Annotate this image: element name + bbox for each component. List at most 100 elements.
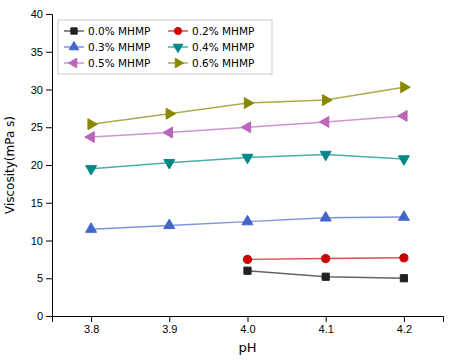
x-tick: 4.1	[319, 316, 334, 335]
x-axis-title: pH	[238, 340, 256, 355]
series-line	[91, 87, 404, 124]
y-tick: 30	[31, 84, 52, 96]
y-tick-mark	[46, 127, 52, 128]
series	[244, 267, 408, 282]
series-marker	[322, 273, 329, 280]
series-marker	[88, 119, 97, 130]
plot: 3.83.94.04.14.205101520253035400.0% MHMP…	[31, 8, 444, 335]
x-tick-mark	[404, 316, 405, 322]
series-marker	[86, 166, 97, 175]
x-tick-mark	[91, 316, 92, 322]
y-tick-mark	[46, 241, 52, 242]
legend-swatch-marker	[69, 41, 79, 49]
x-tick-label: 3.9	[162, 323, 177, 335]
series-marker	[400, 254, 408, 262]
series-marker	[323, 95, 332, 106]
series	[243, 254, 408, 264]
legend-label: 0.0% MHMP	[88, 25, 150, 37]
legend: 0.0% MHMP 0.2% MHMP 0.3% MHMP 0.4% MHMP 0.5%…	[58, 20, 272, 74]
y-tick-mark	[46, 14, 52, 15]
y-axis-line	[46, 15, 53, 317]
series-marker	[398, 110, 407, 121]
series-marker	[398, 156, 409, 165]
y-tick: 10	[31, 235, 52, 247]
series-marker	[322, 255, 330, 263]
series-marker	[86, 223, 97, 232]
legend-item: 0.4% MHMP	[168, 41, 254, 53]
y-tick-mark	[46, 165, 52, 166]
series	[86, 211, 410, 233]
series-marker	[85, 132, 94, 143]
y-tick: 35	[31, 46, 52, 58]
y-tick: 5	[37, 272, 52, 284]
series-marker	[164, 219, 175, 228]
x-tick: 3.8	[84, 316, 99, 335]
legend-label: 0.2% MHMP	[192, 25, 254, 37]
x-tick-label: 4.2	[397, 323, 412, 335]
series-marker	[320, 212, 331, 221]
series-marker	[400, 275, 407, 282]
x-tick: 4.0	[240, 316, 255, 335]
x-tick-mark	[169, 316, 170, 322]
legend-label: 0.4% MHMP	[192, 41, 254, 53]
y-tick-label: 35	[31, 46, 43, 58]
series-line	[91, 116, 404, 137]
chart: 3.83.94.04.14.205101520253035400.0% MHMP…	[0, 0, 459, 360]
y-axis-title: Viscosity(mPa s)	[3, 116, 17, 214]
series-marker	[166, 108, 175, 119]
y-tick: 0	[37, 310, 52, 322]
series-marker	[320, 151, 331, 160]
legend-frame	[58, 20, 272, 74]
series-marker	[241, 122, 250, 133]
series-marker	[401, 82, 410, 93]
legend-item: 0.6% MHMP	[168, 57, 254, 69]
legend-swatch-marker	[71, 28, 77, 34]
series-marker	[242, 215, 253, 224]
legend-swatch-marker	[68, 58, 76, 68]
legend-item: 0.5% MHMP	[64, 57, 150, 69]
y-tick-mark	[46, 278, 52, 279]
series-line	[91, 154, 404, 168]
y-tick-label: 30	[31, 84, 43, 96]
series-marker	[164, 160, 175, 169]
x-tick-label: 4.1	[319, 323, 334, 335]
series-marker	[398, 211, 409, 220]
legend-item: 0.2% MHMP	[168, 25, 254, 37]
y-tick-label: 40	[31, 8, 43, 20]
x-tick-label: 3.8	[84, 323, 99, 335]
y-tick-mark	[46, 90, 52, 91]
x-tick-mark	[326, 316, 327, 322]
series-marker	[242, 154, 253, 163]
y-tick-label: 25	[31, 121, 43, 133]
legend-swatch-marker	[173, 44, 183, 52]
series	[85, 110, 407, 142]
legend-item: 0.3% MHMP	[64, 41, 150, 53]
legend-label: 0.3% MHMP	[88, 41, 150, 53]
series-marker	[243, 255, 251, 263]
y-tick-label: 5	[37, 272, 43, 284]
y-tick-mark	[46, 203, 52, 204]
x-axis: 3.8 3.9 4.0 4.1 4.2	[53, 316, 444, 335]
series-marker	[319, 116, 328, 127]
legend-label: 0.6% MHMP	[192, 57, 254, 69]
series-marker	[163, 127, 172, 138]
x-tick: 3.9	[162, 316, 177, 335]
y-tick: 25	[31, 121, 52, 133]
legend-swatch-marker	[174, 27, 181, 34]
y-tick: 40	[31, 8, 52, 20]
series	[86, 151, 410, 175]
y-tick-mark	[46, 52, 52, 53]
series-marker	[244, 98, 253, 109]
y-tick-label: 20	[31, 159, 43, 171]
x-tick-mark	[248, 316, 249, 322]
y-tick-label: 10	[31, 235, 43, 247]
legend-item: 0.0% MHMP	[64, 25, 150, 37]
x-tick-label: 4.0	[240, 323, 255, 335]
marks	[85, 82, 410, 282]
x-axis-line	[53, 317, 444, 323]
x-tick: 4.2	[397, 316, 412, 335]
y-axis: 0510152025303540	[31, 8, 53, 322]
y-tick-mark	[46, 316, 52, 317]
y-tick-label: 0	[37, 310, 43, 322]
legend-label: 0.5% MHMP	[88, 57, 150, 69]
